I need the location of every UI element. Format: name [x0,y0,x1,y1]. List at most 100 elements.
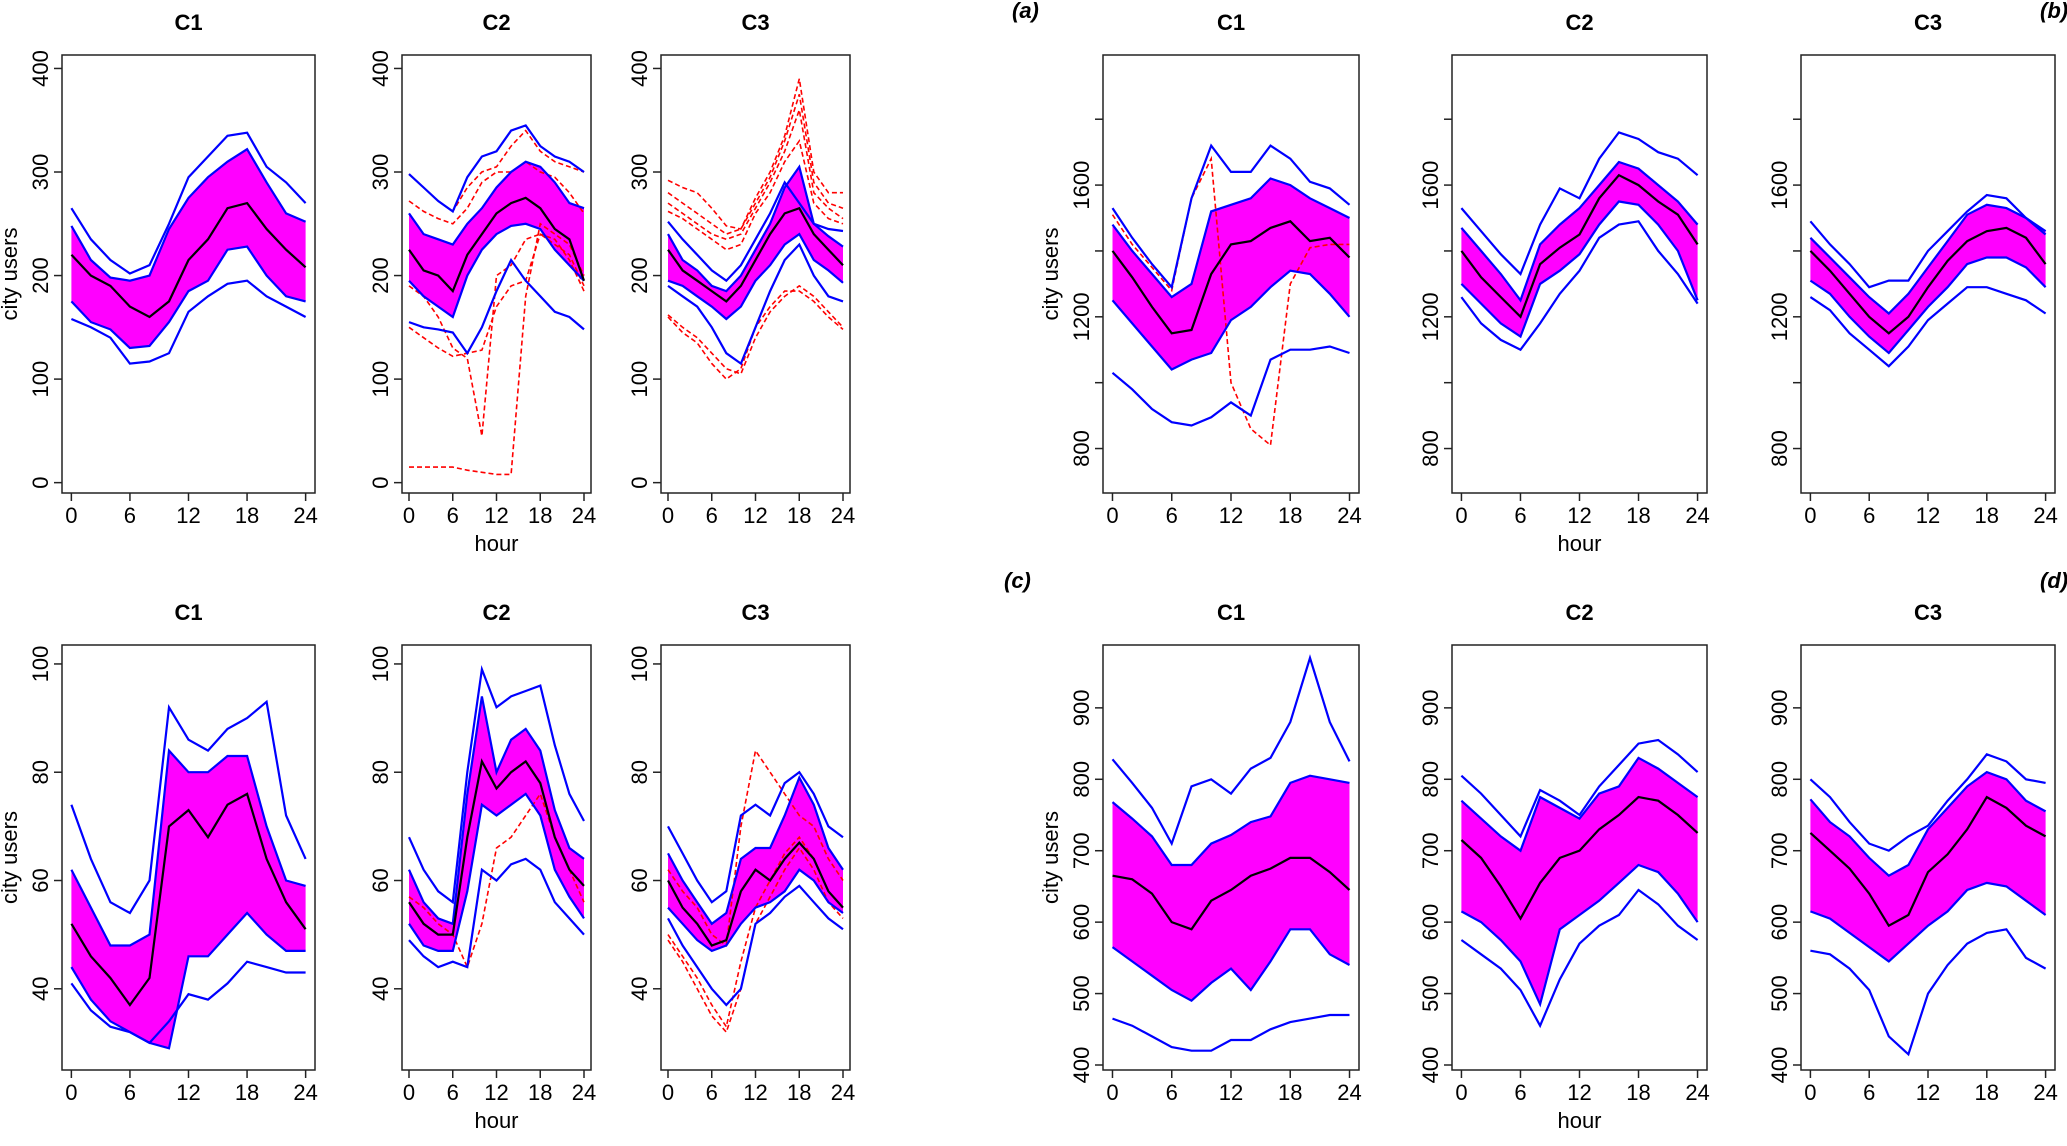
x-tick-label: 24 [1685,1080,1709,1105]
x-axis-label: hour [474,1108,518,1133]
x-tick-label: 12 [484,503,508,528]
y-tick-label: 60 [627,868,652,892]
band-area [1461,757,1698,1005]
x-tick-label: 24 [572,1080,596,1105]
y-tick-label: 300 [627,154,652,191]
panel-a-c2: C2 0 6 12 18 24 0 100 200 300 400 hour [368,10,596,556]
y-tick-label: 800 [1767,761,1792,798]
plot-area [667,748,844,1034]
x-tick-label: 24 [2033,503,2057,528]
y-tick-label: 400 [368,50,393,87]
band-lower-line [1460,200,1699,339]
y-tick-label: 800 [1069,430,1094,467]
x-tick-label: 6 [1863,503,1875,528]
outlier-line [667,94,844,235]
outer-lower-line [70,960,306,1045]
band-area [71,149,306,348]
y-tick-label: 40 [368,977,393,1001]
y-tick-label: 600 [1767,904,1792,941]
y-tick-label: 0 [368,477,393,489]
x-tick-label: 12 [1916,503,1940,528]
outlier-line [408,129,585,213]
x-tick-label: 0 [1106,1080,1118,1105]
outlier-line [409,222,585,476]
outlier-line [408,233,585,437]
panel-title: C3 [1914,10,1942,35]
x-tick-label: 18 [787,503,811,528]
x-tick-label: 24 [293,1080,317,1105]
y-axis-label: city users [0,811,22,904]
outer-upper-line [1460,738,1699,839]
band-lower-line [1810,881,2047,963]
y-tick-label: 100 [28,646,53,683]
x-tick-label: 18 [235,503,259,528]
x-tick-label: 6 [124,1080,136,1105]
band-upper-line [667,774,844,926]
median-line [70,201,307,319]
y-tick-label: 60 [368,868,393,892]
panel-title: C2 [1565,10,1593,35]
x-tick-label: 6 [1166,1080,1178,1105]
x-tick-label: 18 [1975,503,1999,528]
y-tick-label: 1200 [1069,292,1094,341]
x-tick-label: 24 [1337,1080,1361,1105]
y-tick-label: 700 [1767,832,1792,869]
outer-lower-line [667,242,844,366]
outlier-line [667,284,844,375]
band-lower-line [70,911,306,1050]
outer-lower-line [70,279,307,365]
outer-upper-line [1111,654,1351,847]
y-tick-label: 500 [1767,975,1792,1012]
x-tick-label: 18 [1626,1080,1650,1105]
panel-title: C2 [1565,600,1593,625]
y-tick-label: 200 [28,257,53,294]
y-tick-label: 800 [1767,430,1792,467]
band-lower-line [667,868,844,953]
median-line [1809,795,2047,928]
band-lower-line [1111,928,1351,1003]
median-line [1460,795,1699,921]
plot-area [1809,193,2047,368]
panel-label-d: (d) [2040,568,2067,593]
band-lower-line [408,792,585,952]
panel-c-c3: C3 0 6 12 18 24 40 60 80 100 [627,600,855,1105]
panel-title: C2 [482,600,510,625]
y-tick-label: 80 [368,760,393,784]
panel-a-c3: C3 0 6 12 18 24 0 100 200 300 400 [627,10,855,528]
panel-label-b: (b) [2040,0,2067,23]
band-upper-line [1111,177,1350,299]
x-tick-label: 12 [1219,1080,1243,1105]
x-tick-label: 18 [1626,503,1650,528]
outlier-line [667,138,844,251]
outer-upper-line [667,180,844,283]
y-axis-label: city users [1038,228,1063,321]
y-tick-label: 80 [28,760,53,784]
x-tick-label: 0 [1455,1080,1467,1105]
x-tick-label: 0 [662,503,674,528]
y-tick-label: 400 [28,50,53,87]
x-tick-label: 0 [403,503,415,528]
band-area [1810,204,2046,353]
x-tick-label: 0 [403,1080,415,1105]
median-line [408,196,586,294]
band-area [71,750,306,1049]
x-tick-label: 24 [2033,1080,2057,1105]
band-upper-line [70,147,307,282]
x-tick-label: 24 [1337,503,1361,528]
y-tick-label: 900 [1418,689,1443,726]
outer-upper-line [408,124,585,214]
outer-upper-line [407,665,585,905]
y-tick-label: 0 [627,477,652,489]
y-tick-label: 100 [627,646,652,683]
y-tick-label: 600 [1418,904,1443,941]
x-tick-label: 6 [1514,1080,1526,1105]
band-upper-line [1809,203,2047,315]
outer-upper-line [1460,131,1699,276]
panel-title: C3 [1914,600,1942,625]
band-lower-line [1111,269,1351,371]
y-tick-label: 400 [1069,1047,1094,1084]
x-tick-label: 24 [572,503,596,528]
x-tick-label: 12 [176,503,200,528]
x-tick-label: 6 [447,503,459,528]
